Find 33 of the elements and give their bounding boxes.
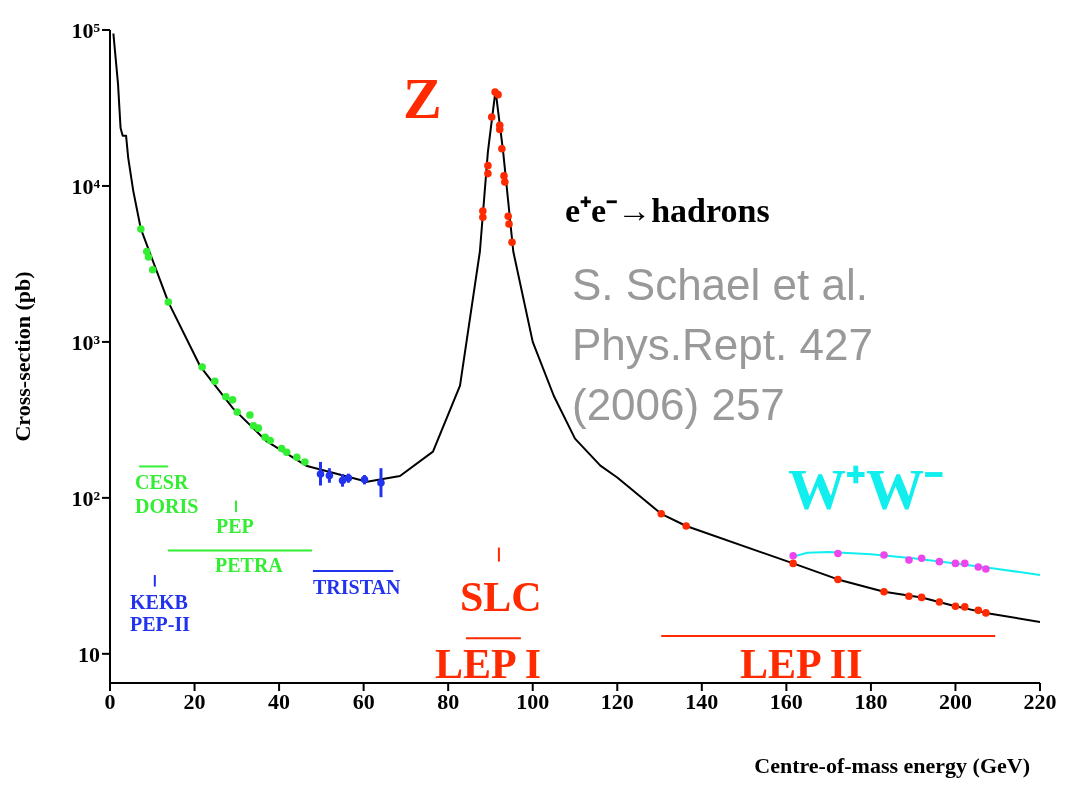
x-tick-label: 220 xyxy=(1023,688,1057,714)
x-tick-label: 40 xyxy=(268,688,291,714)
x-tick-label: 100 xyxy=(516,688,550,714)
annotation: Z xyxy=(403,66,442,132)
annotation: PEP xyxy=(216,515,254,537)
x-axis-title: Centre-of-mass energy (GeV) xyxy=(754,753,1030,778)
annotation: SLC xyxy=(460,574,542,621)
y-tick-label: 10² xyxy=(71,485,101,511)
annotation: S. Schael et al. xyxy=(572,260,868,310)
y-axis-title: Cross-section (pb) xyxy=(9,271,35,442)
annotation: CESR DORIS xyxy=(135,470,199,518)
x-tick-label: 0 xyxy=(104,688,116,714)
x-tick-label: 80 xyxy=(437,688,460,714)
x-tick-label: 180 xyxy=(854,688,888,714)
x-tick-label: 120 xyxy=(600,688,634,714)
series-label: e⁺e⁻→hadrons xyxy=(565,192,770,230)
annotation: LEP I xyxy=(435,641,542,688)
y-tick-label: 10³ xyxy=(71,329,101,355)
annotation: KEKB PEP-II xyxy=(130,591,190,635)
series-label: W⁺W⁻ xyxy=(788,457,944,522)
x-tick-label: 200 xyxy=(938,688,972,714)
x-tick-label: 60 xyxy=(352,688,375,714)
annotation: LEP II xyxy=(740,641,863,688)
x-tick-label: 160 xyxy=(769,688,803,714)
x-tick-label: 20 xyxy=(183,688,206,714)
annotation: Phys.Rept. 427 xyxy=(572,320,873,370)
annotation: PETRA xyxy=(215,554,283,576)
y-tick-label: 10 xyxy=(78,641,100,667)
annotation: TRISTAN xyxy=(313,576,401,598)
x-tick-label: 140 xyxy=(685,688,719,714)
y-tick-label: 10⁵ xyxy=(71,17,101,43)
annotation: (2006) 257 xyxy=(572,380,785,430)
y-tick-label: 10⁴ xyxy=(71,173,101,199)
